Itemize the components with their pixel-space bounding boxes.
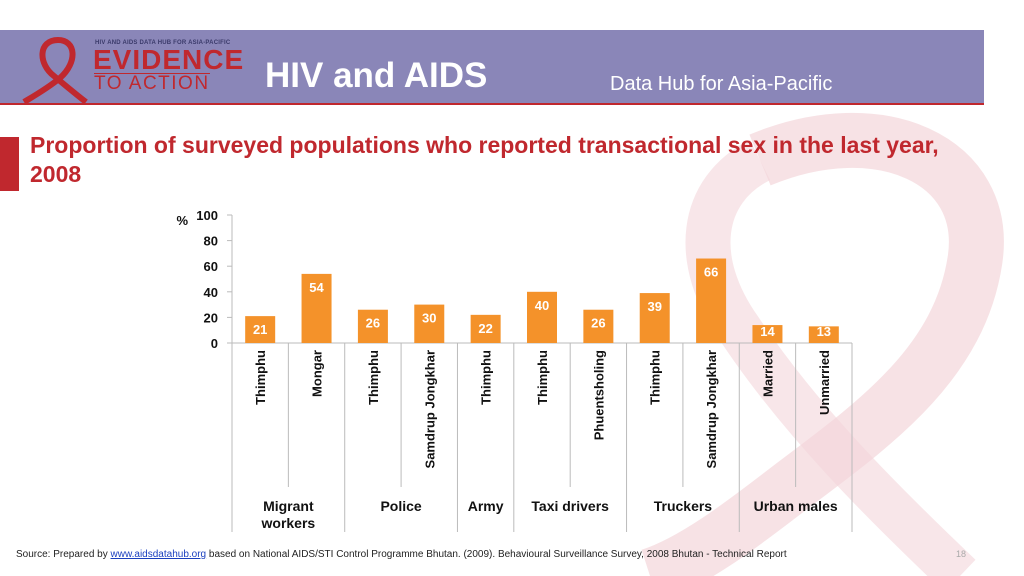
bar [752,325,783,343]
bar [808,326,839,343]
category-label: Phuentsholing [591,350,606,440]
y-tick-label: 20 [204,310,218,325]
group-label: Police [380,498,421,514]
bar-value-label: 66 [704,265,718,280]
category-label: Married [760,350,775,397]
bar-value-label: 21 [253,322,267,337]
category-label: Samdrup Jongkhar [704,350,719,468]
category-label: Thimphu [479,350,494,405]
bar [301,273,332,343]
category-label: Thimphu [535,350,550,405]
bar [583,309,614,343]
bar-value-label: 39 [647,299,661,314]
source-link[interactable]: www.aidsdatahub.org [110,549,207,560]
y-tick-label: 40 [204,285,218,300]
page-number: 18 [956,549,967,559]
group-label: Migrant [263,498,314,514]
y-tick-label: 0 [211,336,218,351]
source-footer: Source: Prepared by www.aidsdatahub.org … [16,549,787,560]
header-bar [0,30,984,103]
bar [696,258,727,343]
logo-tagline: HIV AND AIDS DATA HUB FOR ASIA-PACIFIC [95,40,231,46]
header-divider [0,103,984,105]
y-tick-label: 100 [196,208,218,223]
y-tick-label: 80 [204,234,218,249]
chart-title: Proportion of surveyed populations who r… [30,132,939,187]
header-title: HIV and AIDS [265,56,488,95]
bar-value-label: 26 [366,316,380,331]
group-label: Urban males [754,498,838,514]
bar-value-label: 26 [591,316,605,331]
group-label: Truckers [654,498,713,514]
logo-action-text: TO ACTION [94,73,210,94]
bar [527,291,557,343]
group-label: Army [468,498,504,514]
group-label: workers [261,515,316,531]
bar [639,293,670,343]
category-label: Samdrup Jongkhar [422,350,437,468]
bar [245,316,276,343]
bar-value-label: 13 [817,324,831,339]
footer-suffix: based on National AIDS/STI Control Progr… [206,549,787,560]
logo-evidence-text: EVIDENCE [93,44,245,75]
group-label: Taxi drivers [531,498,609,514]
bar-value-label: 14 [760,324,775,339]
category-label: Thimphu [366,350,381,405]
category-label: Thimphu [648,350,663,405]
y-tick-label: 60 [204,259,218,274]
header-subtitle: Data Hub for Asia-Pacific [610,73,833,95]
footer-prefix: Source: Prepared by [16,549,111,560]
red-ribbon-logo-icon [22,37,88,104]
bar-value-label: 30 [422,311,436,326]
category-label: Thimphu [253,350,268,405]
category-label: Mongar [310,350,325,397]
title-accent-bar [0,137,19,191]
bar [470,314,501,343]
bar-value-label: 40 [535,298,549,313]
bar [414,304,445,343]
y-axis-label: % [176,213,188,228]
bar-value-label: 22 [478,321,492,336]
bar-value-label: 54 [309,280,324,295]
bar [357,309,388,343]
category-label: Unmarried [817,350,832,415]
